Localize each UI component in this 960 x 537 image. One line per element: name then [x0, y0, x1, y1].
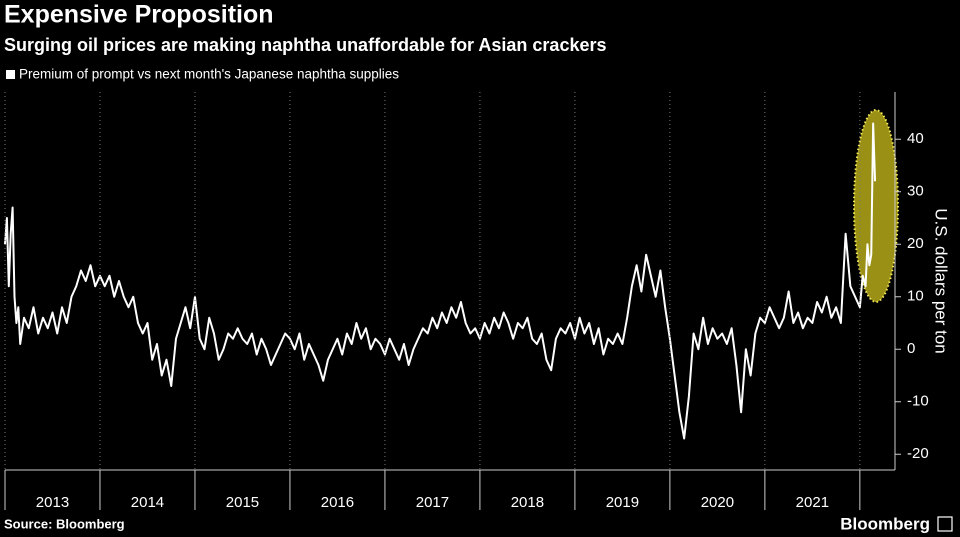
y-tick-label: 40 [907, 130, 924, 147]
data-line [4, 122, 877, 440]
x-tick-label: 2014 [131, 494, 164, 511]
x-tick-label: 2021 [796, 494, 829, 511]
y-axis-label: U.S. dollars per ton [932, 208, 951, 354]
legend-swatch [6, 70, 15, 79]
x-tick-label: 2015 [226, 494, 259, 511]
chart-subtitle: Surging oil prices are making naphtha un… [4, 35, 607, 55]
brand: Bloomberg [840, 514, 930, 533]
chart-title: Expensive Proposition [4, 1, 274, 29]
legend-label: Premium of prompt vs next month's Japane… [19, 67, 399, 82]
x-tick-label: 2013 [36, 494, 69, 511]
y-tick-label: 10 [907, 288, 924, 305]
source: Source: Bloomberg [4, 516, 125, 531]
y-tick-label: -10 [907, 393, 929, 410]
x-tick-label: 2020 [701, 494, 734, 511]
y-tick-label: 0 [907, 340, 915, 357]
highlight [853, 109, 899, 303]
x-tick-label: 2017 [416, 494, 449, 511]
y-tick-label: 30 [907, 183, 924, 200]
x-tick-label: 2019 [606, 494, 639, 511]
brand-icon [937, 516, 953, 532]
y-tick-label: 20 [907, 235, 924, 252]
y-tick-label: -20 [907, 445, 929, 462]
x-tick-label: 2018 [511, 494, 544, 511]
x-tick-label: 2016 [321, 494, 354, 511]
